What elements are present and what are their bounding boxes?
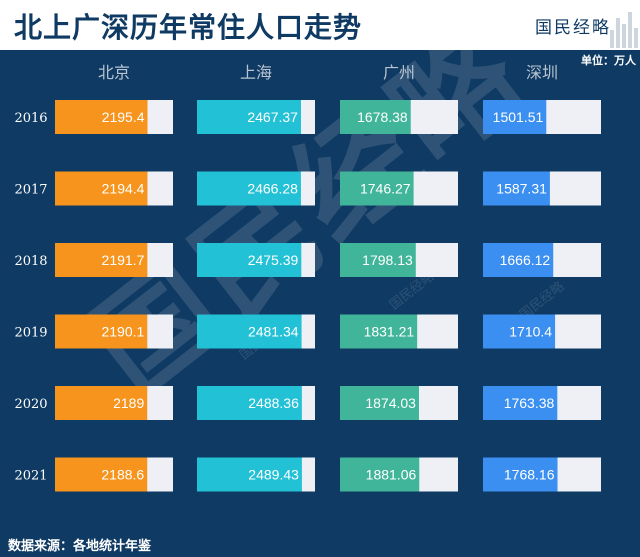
- year-label: 2017: [14, 183, 47, 198]
- data-label: 1746.27: [360, 181, 411, 197]
- data-label: 1881.06: [366, 467, 417, 483]
- data-label: 1831.21: [364, 324, 415, 340]
- bar: [483, 171, 550, 206]
- logo-bars-icon: [610, 8, 640, 48]
- year-label: 2021: [14, 469, 47, 484]
- bar: [197, 100, 301, 134]
- logo: 国民经略: [535, 18, 611, 38]
- source-note: 数据来源：各地统计年鉴: [8, 539, 152, 554]
- data-label: 1666.12: [500, 252, 551, 268]
- data-label: 1710.4: [509, 324, 552, 340]
- bar: [483, 457, 558, 492]
- data-label: 2489.43: [248, 467, 299, 483]
- bar: [483, 243, 554, 277]
- bar: [197, 457, 302, 492]
- bar: [340, 243, 416, 277]
- data-label: 1587.31: [496, 181, 547, 197]
- bar: [55, 386, 148, 420]
- data-label: 1798.13: [362, 252, 413, 268]
- data-label: 2188.6: [101, 467, 144, 483]
- bar: [55, 243, 148, 277]
- data-label: 2189: [113, 395, 144, 411]
- data-label: 1763.38: [504, 395, 555, 411]
- bar: [55, 171, 148, 206]
- data-label: 2194.4: [102, 181, 145, 197]
- data-label: 1768.16: [504, 467, 555, 483]
- bar: [340, 171, 414, 206]
- series-header: 深圳: [526, 63, 558, 82]
- bar: [340, 100, 411, 134]
- bar: [55, 314, 148, 349]
- data-label: 2488.36: [248, 395, 299, 411]
- bar: [55, 457, 148, 492]
- bar: [197, 243, 302, 277]
- year-label: 2019: [14, 326, 47, 341]
- page-title: 北上广深历年常住人口走势: [14, 11, 363, 44]
- data-label: 2467.37: [247, 109, 298, 125]
- data-label: 1501.51: [493, 109, 544, 125]
- data-label: 2475.39: [248, 252, 299, 268]
- bar: [340, 386, 419, 420]
- bar: [197, 171, 301, 206]
- bar: [55, 100, 148, 134]
- data-label: 1874.03: [365, 395, 416, 411]
- bar: [197, 314, 302, 349]
- year-label: 2020: [14, 397, 47, 412]
- data-label: 2195.4: [102, 109, 145, 125]
- unit-label: 单位：万人: [581, 54, 636, 67]
- bar: [340, 314, 418, 349]
- year-label: 2016: [14, 111, 47, 126]
- data-label: 2191.7: [102, 252, 145, 268]
- data-label: 1678.38: [357, 109, 408, 125]
- bar: [483, 100, 547, 134]
- bar: [483, 314, 556, 349]
- series-header: 北京: [98, 63, 130, 82]
- series-header: 上海: [240, 63, 272, 82]
- data-label: 2481.34: [248, 324, 299, 340]
- title-bar: 北上广深历年常住人口走势 国民经略: [0, 0, 640, 50]
- bar: [197, 386, 302, 420]
- series-header: 广州: [383, 63, 415, 82]
- bar: [340, 457, 420, 492]
- data-label: 2190.1: [101, 324, 144, 340]
- year-label: 2018: [14, 254, 47, 269]
- data-label: 2466.28: [247, 181, 298, 197]
- bar: [483, 386, 558, 420]
